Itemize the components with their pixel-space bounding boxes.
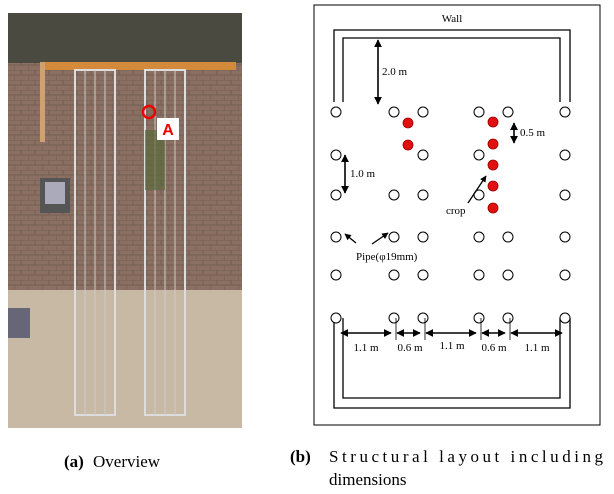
- dim-label: 0.6 m: [481, 342, 507, 354]
- figure: A Wall 2.0 m 0.5 m 1.0 m 1.1 m 0.6 m 1.1…: [0, 0, 614, 494]
- pipe: [389, 313, 399, 323]
- pipe: [474, 313, 484, 323]
- pipe: [418, 150, 428, 160]
- pipe: [560, 150, 570, 160]
- pipe: [474, 232, 484, 242]
- pipe: [389, 232, 399, 242]
- crop-label: crop: [446, 205, 466, 217]
- dim-label: 1.1 m: [524, 342, 550, 354]
- pipe: [560, 190, 570, 200]
- pipe: [474, 150, 484, 160]
- pipe: [418, 190, 428, 200]
- pipe: [389, 190, 399, 200]
- pipe: [418, 270, 428, 280]
- pipe: [331, 270, 341, 280]
- pipe: [389, 270, 399, 280]
- pipe: [418, 313, 428, 323]
- pipe: [503, 232, 513, 242]
- dimension-arrows: [341, 40, 562, 340]
- dim-label: 1.1 m: [439, 340, 465, 352]
- pipe: [560, 107, 570, 117]
- caption-text: dimensions: [329, 470, 406, 489]
- pipe: [331, 107, 341, 117]
- pipe: [503, 313, 513, 323]
- pipe: [560, 313, 570, 323]
- pipe: [474, 107, 484, 117]
- photo: A: [8, 13, 242, 428]
- caption-label: (b): [290, 447, 311, 466]
- caption-text: Structural layout including: [329, 447, 604, 466]
- pipe: [503, 270, 513, 280]
- wall-label: Wall: [442, 13, 463, 25]
- crops: [403, 117, 498, 213]
- pipe: [503, 107, 513, 117]
- caption-text: Overview: [93, 452, 161, 471]
- pipe: [331, 150, 341, 160]
- pipe: [560, 270, 570, 280]
- pipe: [418, 232, 428, 242]
- pipe: [389, 107, 399, 117]
- dim-label: 1.0 m: [350, 168, 376, 180]
- dim-label: 0.6 m: [397, 342, 423, 354]
- caption-label: (a): [64, 452, 84, 471]
- dim-label: 1.1 m: [353, 342, 379, 354]
- dim-label: 0.5 m: [520, 127, 546, 139]
- pipe: [331, 190, 341, 200]
- pipe: [560, 232, 570, 242]
- pipe-label: Pipe(φ19mm): [356, 251, 418, 263]
- marker-label: A: [162, 122, 174, 139]
- dim-label: 2.0 m: [382, 66, 408, 78]
- pipe: [331, 232, 341, 242]
- pipe: [474, 270, 484, 280]
- pipe: [331, 313, 341, 323]
- pipe: [418, 107, 428, 117]
